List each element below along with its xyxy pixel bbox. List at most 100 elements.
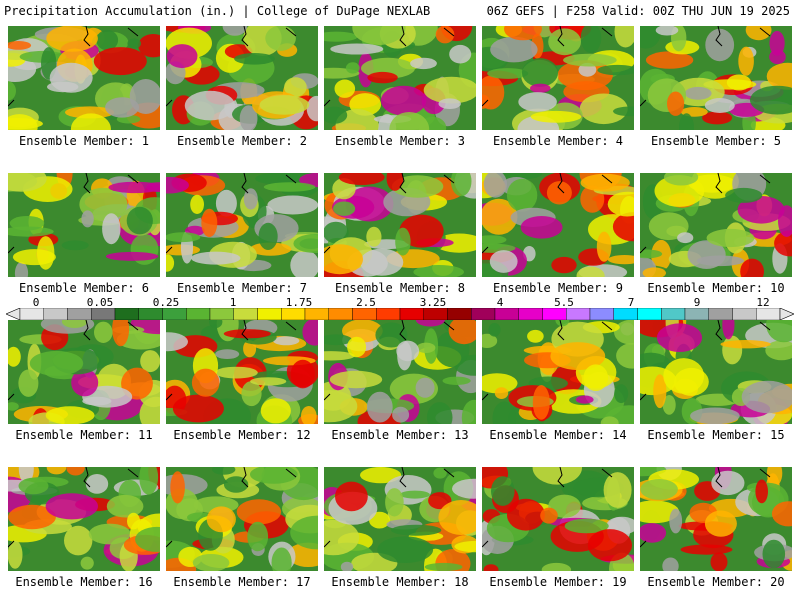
colorbar-tick-label: 1.75 (285, 296, 313, 309)
precip-field (166, 320, 318, 424)
colorbar-bin (19, 308, 44, 320)
colorbar-bin (162, 308, 187, 320)
ensemble-member-label: Ensemble Member: 8 (334, 281, 466, 295)
precip-field (640, 26, 792, 130)
ensemble-member-label: Ensemble Member: 14 (489, 428, 627, 442)
precip-field (324, 26, 476, 130)
colorbar-tick-label: 12 (756, 296, 770, 309)
ensemble-member-map-13 (324, 320, 476, 424)
ensemble-member-label: Ensemble Member: 3 (334, 134, 466, 148)
colorbar-bin (684, 308, 709, 320)
precip-field (8, 173, 160, 277)
ensemble-member-label: Ensemble Member: 4 (492, 134, 624, 148)
colorbar-bin (91, 308, 116, 320)
colorbar-bin (732, 308, 757, 320)
colorbar-tick-label: 9 (693, 296, 701, 309)
ensemble-member-map-2 (166, 26, 318, 130)
colorbar-tick-label: 5.5 (554, 296, 574, 309)
ensemble-member-map-4 (482, 26, 634, 130)
ensemble-member-map-6 (8, 173, 160, 277)
precip-field (166, 467, 318, 571)
precip-field (640, 467, 792, 571)
ensemble-member-label: Ensemble Member: 12 (173, 428, 311, 442)
product-title: Precipitation Accumulation (in.) | Colle… (4, 4, 431, 18)
colorbar-tick-label: 1 (229, 296, 237, 309)
ensemble-member-map-15 (640, 320, 792, 424)
precip-field (482, 467, 634, 571)
ensemble-member-map-12 (166, 320, 318, 424)
ensemble-member-label: Ensemble Member: 5 (650, 134, 782, 148)
colorbar-bin (328, 308, 353, 320)
ensemble-member-map-5 (640, 26, 792, 130)
ensemble-member-label: Ensemble Member: 10 (647, 281, 785, 295)
precip-field (324, 173, 476, 277)
colorbar-bin (589, 308, 614, 320)
ensemble-member-map-14 (482, 320, 634, 424)
colorbar-tick-label: 0.05 (86, 296, 114, 309)
precip-field (640, 173, 792, 277)
colorbar-bin (67, 308, 92, 320)
precip-colorbar (6, 308, 794, 320)
ensemble-member-label: Ensemble Member: 11 (15, 428, 153, 442)
colorbar-bin (186, 308, 211, 320)
model-run-info: 06Z GEFS | F258 Valid: 00Z THU JUN 19 20… (486, 4, 790, 18)
colorbar-bin (423, 308, 448, 320)
colorbar-tick-label: 3.25 (419, 296, 447, 309)
ensemble-member-map-19 (482, 467, 634, 571)
colorbar-bin (138, 308, 163, 320)
ensemble-member-label: Ensemble Member: 18 (331, 575, 469, 589)
colorbar-bin (708, 308, 733, 320)
precip-field (640, 320, 792, 424)
ensemble-member-label: Ensemble Member: 16 (15, 575, 153, 589)
colorbar-bin (471, 308, 496, 320)
colorbar-bin (257, 308, 282, 320)
precip-field (482, 26, 634, 130)
ensemble-member-map-17 (166, 467, 318, 571)
ensemble-member-map-10 (640, 173, 792, 277)
precip-field (8, 320, 160, 424)
ensemble-member-label: Ensemble Member: 20 (647, 575, 785, 589)
ensemble-member-map-3 (324, 26, 476, 130)
colorbar-tick-label: 0.25 (152, 296, 180, 309)
precip-field (166, 26, 318, 130)
colorbar-bin (233, 308, 258, 320)
colorbar-bin (114, 308, 139, 320)
ensemble-member-label: Ensemble Member: 9 (492, 281, 624, 295)
ensemble-member-map-18 (324, 467, 476, 571)
colorbar-right-arrow (779, 308, 794, 320)
ensemble-member-label: Ensemble Member: 6 (18, 281, 150, 295)
ensemble-member-label: Ensemble Member: 13 (331, 428, 469, 442)
ensemble-member-map-1 (8, 26, 160, 130)
precip-field (324, 467, 476, 571)
colorbar-bin (304, 308, 329, 320)
colorbar-bin (447, 308, 472, 320)
ensemble-member-label: Ensemble Member: 7 (176, 281, 308, 295)
colorbar-bin (43, 308, 68, 320)
ensemble-member-map-8 (324, 173, 476, 277)
colorbar-bin (494, 308, 519, 320)
colorbar-bin (399, 308, 424, 320)
ensemble-member-label: Ensemble Member: 1 (18, 134, 150, 148)
colorbar-left-arrow (6, 308, 21, 320)
colorbar-bin (518, 308, 543, 320)
colorbar-bin (542, 308, 567, 320)
colorbar-tick-label: 4 (496, 296, 504, 309)
precip-field (166, 173, 318, 277)
ensemble-member-map-16 (8, 467, 160, 571)
colorbar-bin (376, 308, 401, 320)
colorbar-bin (566, 308, 591, 320)
colorbar-bin (756, 308, 781, 320)
ensemble-member-label: Ensemble Member: 19 (489, 575, 627, 589)
ensemble-member-map-11 (8, 320, 160, 424)
colorbar-bin (281, 308, 306, 320)
colorbar-tick-label: 2.5 (356, 296, 376, 309)
colorbar-bin (613, 308, 638, 320)
precip-field (8, 467, 160, 571)
colorbar-tick-label: 7 (627, 296, 635, 309)
precip-field (482, 320, 634, 424)
colorbar-bin (661, 308, 686, 320)
ensemble-member-label: Ensemble Member: 15 (647, 428, 785, 442)
ensemble-member-label: Ensemble Member: 2 (176, 134, 308, 148)
precip-field (324, 320, 476, 424)
colorbar-tick-label: 0 (32, 296, 40, 309)
